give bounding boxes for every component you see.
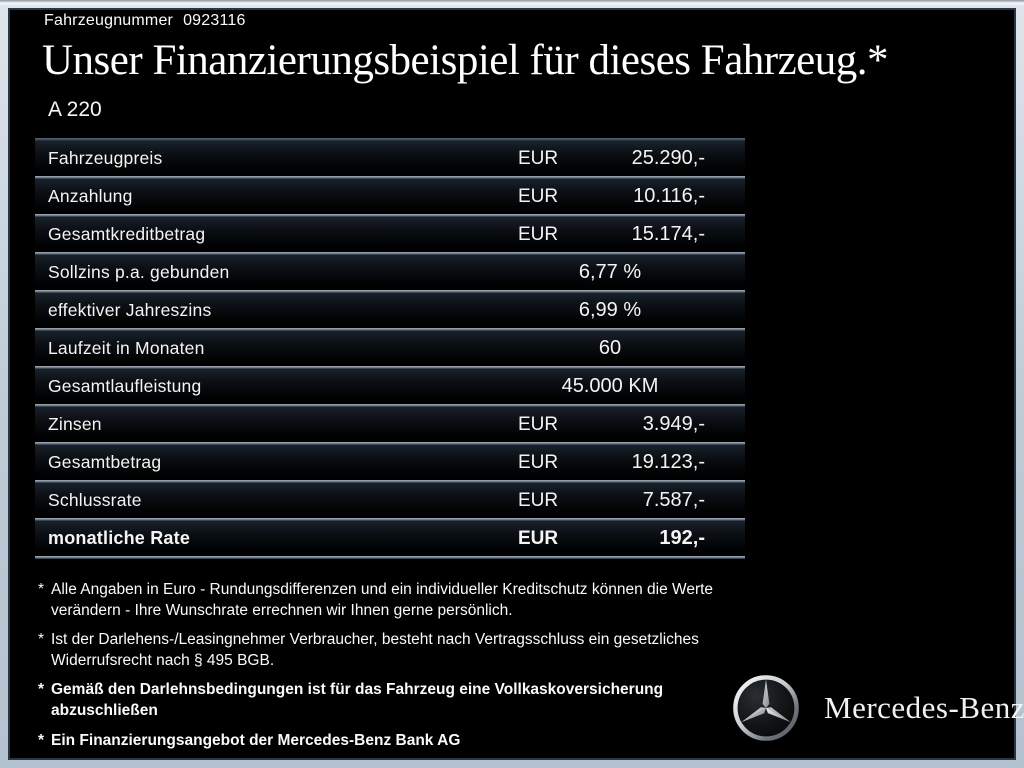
row-separator bbox=[35, 442, 745, 445]
row-separator bbox=[35, 214, 745, 217]
footnotes: * Alle Angaben in Euro - Rundungsdifferen… bbox=[38, 580, 744, 760]
row-separator bbox=[35, 252, 745, 255]
table-row: effektiver Jahreszins 6,99 % bbox=[35, 293, 745, 328]
row-value: 19.123,- bbox=[631, 451, 705, 473]
row-value: 10.116,- bbox=[633, 185, 705, 207]
table-row: Gesamtkreditbetrag EUR 15.174,- bbox=[35, 217, 745, 252]
currency-label: EUR bbox=[518, 489, 559, 511]
row-label: Anzahlung bbox=[48, 186, 133, 206]
row-separator bbox=[35, 404, 745, 407]
row-value: 60 bbox=[598, 337, 622, 359]
row-label: Sollzins p.a. gebunden bbox=[48, 262, 230, 282]
footnote-text: Alle Angaben in Euro - Rundungsdifferenz… bbox=[51, 581, 714, 619]
page-title: Unser Finanzierungsbeispiel für dieses F… bbox=[42, 37, 889, 84]
mercedes-benz-wordmark: Mercedes-Benz bbox=[824, 690, 1024, 725]
currency-label: EUR bbox=[518, 185, 559, 207]
table-row: Schlussrate EUR 7.587,- bbox=[35, 483, 745, 518]
footnote-text: Ist der Darlehens-/Leasingnehmer Verbrau… bbox=[51, 631, 699, 669]
row-label: effektiver Jahreszins bbox=[48, 300, 212, 320]
row-label: Gesamtbetrag bbox=[48, 452, 162, 472]
row-label: Fahrzeugpreis bbox=[48, 148, 163, 168]
asterisk-marker: * bbox=[38, 731, 45, 749]
table-row: Sollzins p.a. gebunden 6,77 % bbox=[35, 255, 745, 290]
currency-label: EUR bbox=[518, 451, 559, 473]
row-value: 25.290,- bbox=[631, 147, 705, 169]
currency-label: EUR bbox=[518, 223, 559, 245]
table-top-line bbox=[35, 138, 745, 141]
row-value: 192,- bbox=[659, 527, 705, 549]
table-bottom-line bbox=[35, 556, 745, 559]
row-value: 3.949,- bbox=[642, 413, 705, 435]
currency-label: EUR bbox=[518, 147, 559, 169]
table-row: Laufzeit in Monaten 60 bbox=[35, 331, 745, 366]
mercedes-star-icon bbox=[733, 675, 799, 741]
vehicle-number: Fahrzeugnummer 0923116 bbox=[44, 12, 246, 30]
footnote: * Gemäß den Darlehnsbedingungen ist für d… bbox=[38, 680, 744, 721]
table-row: Anzahlung EUR 10.116,- bbox=[35, 179, 745, 214]
asterisk-marker: * bbox=[38, 631, 45, 649]
footnote: * Ein Finanzierungsangebot der Mercedes-B… bbox=[38, 731, 744, 752]
row-label: Laufzeit in Monaten bbox=[48, 338, 205, 358]
row-label: Gesamtlaufleistung bbox=[48, 376, 202, 396]
asterisk-marker: * bbox=[38, 681, 45, 699]
brand-block: Mercedes-Benz bbox=[732, 674, 1024, 742]
row-separator bbox=[35, 290, 745, 293]
row-value: 15.174,- bbox=[631, 223, 705, 245]
row-value: 6,77 % bbox=[578, 261, 642, 283]
row-value: 6,99 % bbox=[578, 299, 642, 321]
vehicle-model: A 220 bbox=[48, 98, 102, 121]
footnote: * Alle Angaben in Euro - Rundungsdifferen… bbox=[38, 580, 744, 621]
row-label: Gesamtkreditbetrag bbox=[48, 224, 206, 244]
row-label: Zinsen bbox=[48, 414, 102, 434]
table-row: Zinsen EUR 3.949,- bbox=[35, 407, 745, 442]
row-separator bbox=[35, 480, 745, 483]
footnote: * Ist der Darlehens-/Leasingnehmer Verbra… bbox=[38, 630, 744, 671]
row-separator bbox=[35, 328, 745, 331]
table-row: Fahrzeugpreis EUR 25.290,- bbox=[35, 141, 745, 176]
asterisk-marker: * bbox=[38, 581, 45, 598]
footnote-text: Ein Finanzierungsangebot der Mercedes-Be… bbox=[51, 731, 461, 749]
currency-label: EUR bbox=[518, 413, 559, 435]
row-label: Schlussrate bbox=[48, 490, 142, 510]
table-row-monthly-rate: monatliche Rate EUR 192,- bbox=[35, 521, 745, 556]
currency-label: EUR bbox=[518, 527, 559, 549]
row-separator bbox=[35, 366, 745, 369]
row-value: 7.587,- bbox=[642, 489, 705, 511]
content-panel: Fahrzeugnummer 0923116 Unser Finanzierung… bbox=[8, 8, 1024, 760]
table-row: Gesamtlaufleistung 45.000 KM bbox=[35, 369, 745, 404]
row-label: monatliche Rate bbox=[48, 528, 191, 548]
row-separator bbox=[35, 176, 745, 179]
vehicle-number-value: 0923116 bbox=[183, 12, 246, 29]
footnote-text: Gemäß den Darlehnsbedingungen ist für da… bbox=[51, 681, 664, 720]
row-separator bbox=[35, 518, 745, 521]
table-row: Gesamtbetrag EUR 19.123,- bbox=[35, 445, 745, 480]
financing-table: Fahrzeugpreis EUR 25.290,- Anzahlung EUR 1… bbox=[35, 138, 745, 559]
row-value: 45.000 KM bbox=[561, 375, 659, 397]
vehicle-number-label: Fahrzeugnummer bbox=[44, 12, 174, 29]
